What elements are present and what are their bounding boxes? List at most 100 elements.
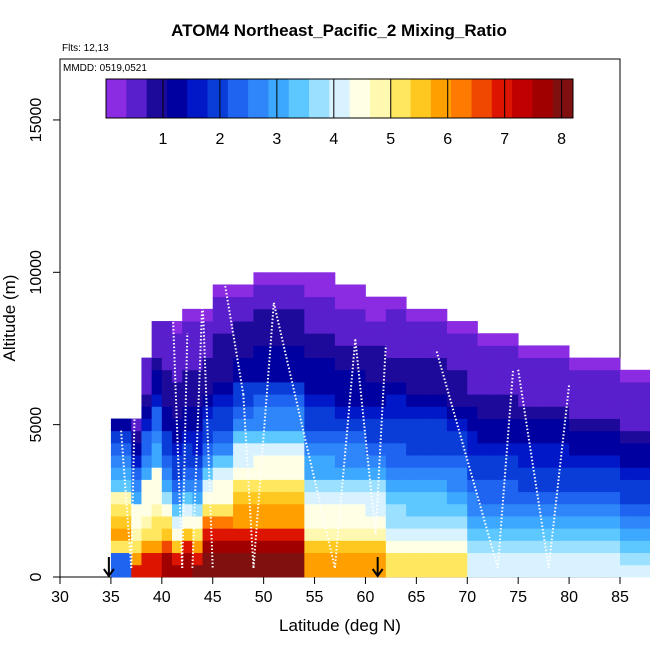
heat-cell [538, 552, 550, 566]
heat-cell [508, 564, 519, 578]
heat-cell [253, 479, 265, 493]
heat-cell [365, 369, 377, 383]
heat-cell [161, 528, 173, 541]
heat-cell [406, 491, 417, 505]
heat-cell [304, 381, 315, 395]
heat-cell [396, 406, 407, 419]
heat-cell [467, 381, 478, 395]
heat-cell [528, 564, 539, 578]
heat-cell [467, 552, 478, 566]
heat-cell [355, 308, 366, 322]
heat-cell [284, 381, 295, 395]
heat-cell [131, 552, 142, 566]
heat-cell [457, 394, 468, 407]
heat-cell [528, 394, 539, 407]
heat-cell [141, 467, 153, 480]
heat-cell [528, 381, 539, 395]
heat-cell [508, 381, 519, 395]
heat-cell [294, 564, 305, 578]
heat-cell [436, 564, 448, 578]
heat-cell [253, 381, 265, 395]
colorbar-swatch [349, 79, 371, 118]
heat-cell [457, 333, 468, 346]
heat-cell [192, 479, 203, 493]
heat-cell [569, 455, 580, 468]
heat-cell [222, 479, 234, 493]
heat-cell [640, 503, 650, 517]
heat-cell [273, 467, 285, 480]
heat-cell [202, 516, 214, 529]
x-tick-label: 70 [458, 589, 476, 606]
heat-cell [141, 381, 153, 395]
heat-cell [385, 308, 397, 322]
heat-cell [569, 418, 580, 432]
x-axis-label: Latitude (deg N) [279, 616, 401, 635]
heat-cell [324, 333, 336, 346]
heat-cell [477, 430, 489, 444]
heat-cell [538, 442, 550, 456]
heat-cell [284, 272, 295, 285]
heat-cell [314, 503, 326, 517]
heat-cell [273, 503, 285, 517]
heat-cell [141, 406, 153, 419]
heat-cell [477, 503, 489, 517]
flight-track [374, 345, 387, 535]
heat-cell [334, 418, 346, 432]
heat-cell [477, 491, 489, 505]
heat-cell [416, 491, 427, 505]
heat-cell [284, 284, 295, 298]
heat-cell [508, 503, 519, 517]
heat-cell [508, 333, 519, 346]
heat-cell [385, 491, 397, 505]
heat-cell [640, 381, 650, 395]
heat-cell [365, 564, 377, 578]
heat-cell [508, 552, 519, 566]
heat-cell [579, 357, 590, 371]
heat-cell [497, 479, 509, 493]
heat-cell [334, 516, 346, 529]
heat-cell [396, 516, 407, 529]
heat-cell [396, 467, 407, 480]
colorbar-tick-label: 3 [272, 131, 281, 148]
heat-cell [396, 491, 407, 505]
heat-cell [212, 528, 224, 541]
heat-cell [365, 394, 377, 407]
heat-cell [121, 552, 132, 566]
heat-cell [569, 406, 580, 419]
heat-cell [192, 503, 203, 517]
heat-cell [334, 442, 346, 456]
heat-cell [477, 516, 489, 529]
heat-cell [151, 333, 163, 346]
heat-cell [436, 467, 448, 480]
heat-cell [172, 357, 183, 371]
heat-cell [161, 381, 173, 395]
heat-cell [345, 442, 356, 456]
heat-cell [548, 491, 560, 505]
heat-cell [253, 540, 265, 554]
heat-cell [284, 455, 295, 468]
heat-cell [314, 272, 326, 285]
heat-cell [436, 369, 448, 383]
heat-cell [182, 308, 193, 322]
heat-cell [334, 369, 346, 383]
heat-cell [406, 564, 417, 578]
heat-cell [212, 540, 224, 554]
heat-cell [253, 455, 265, 468]
heat-cell [345, 296, 356, 310]
heat-cell [467, 321, 478, 334]
heat-cell [538, 528, 550, 541]
heat-cell [192, 528, 203, 541]
heat-cell [253, 369, 265, 383]
heat-cell [426, 333, 438, 346]
heat-cell [212, 394, 224, 407]
heat-cell [233, 357, 244, 371]
heat-cell [355, 369, 366, 383]
heat-cell [263, 479, 275, 493]
colorbar-swatch [390, 79, 411, 118]
heat-cell [579, 564, 590, 578]
heat-cell [538, 455, 550, 468]
heat-cell [508, 418, 519, 432]
heat-cell [131, 442, 142, 456]
heat-cell [477, 564, 489, 578]
heat-cell [375, 540, 387, 554]
